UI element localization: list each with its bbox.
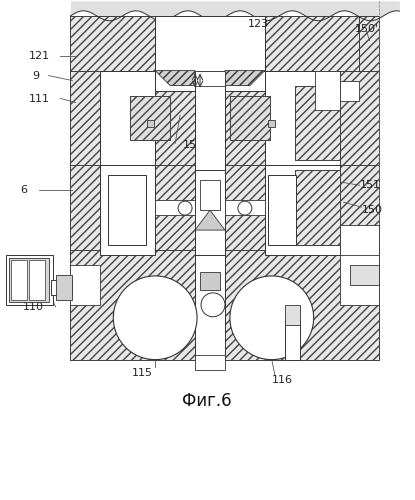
Text: 123: 123 bbox=[248, 19, 269, 29]
Bar bbox=[71, 166, 379, 255]
Bar bbox=[230, 96, 270, 140]
Bar bbox=[265, 16, 379, 70]
Bar bbox=[339, 80, 359, 100]
Bar bbox=[56, 275, 73, 300]
Bar bbox=[285, 320, 300, 360]
Bar bbox=[147, 120, 154, 128]
Bar bbox=[268, 176, 296, 245]
Bar bbox=[315, 70, 339, 110]
Bar bbox=[295, 170, 339, 245]
Bar bbox=[6, 255, 53, 305]
Circle shape bbox=[238, 201, 252, 215]
Bar bbox=[230, 96, 270, 140]
Bar bbox=[195, 166, 225, 255]
Bar bbox=[265, 70, 339, 170]
Text: 110: 110 bbox=[23, 302, 44, 312]
Polygon shape bbox=[155, 70, 195, 86]
Bar bbox=[195, 70, 225, 86]
Bar bbox=[108, 176, 146, 245]
Bar bbox=[100, 166, 155, 255]
Bar bbox=[339, 225, 379, 255]
Bar bbox=[155, 200, 195, 215]
Bar bbox=[200, 180, 220, 210]
Bar bbox=[155, 16, 265, 70]
Text: 111: 111 bbox=[29, 94, 50, 104]
Bar bbox=[9, 258, 49, 302]
Bar bbox=[71, 16, 155, 70]
Circle shape bbox=[230, 276, 314, 359]
Text: 121: 121 bbox=[29, 50, 50, 60]
Bar bbox=[71, 70, 379, 170]
Bar bbox=[29, 260, 44, 300]
Bar bbox=[155, 70, 265, 90]
Polygon shape bbox=[195, 210, 225, 230]
Bar bbox=[295, 170, 339, 245]
Bar bbox=[349, 265, 379, 285]
Bar bbox=[130, 96, 170, 140]
Bar bbox=[11, 260, 27, 300]
Text: 115: 115 bbox=[132, 368, 153, 378]
Bar bbox=[100, 70, 155, 170]
Bar bbox=[265, 16, 379, 70]
Bar bbox=[195, 70, 225, 170]
Text: 152: 152 bbox=[183, 140, 204, 150]
Bar bbox=[285, 305, 300, 324]
Text: Фиг.6: Фиг.6 bbox=[182, 392, 232, 410]
Bar bbox=[71, 250, 379, 360]
Bar bbox=[339, 250, 379, 305]
Text: 151: 151 bbox=[359, 180, 381, 190]
Text: 6: 6 bbox=[21, 185, 28, 195]
Text: 118: 118 bbox=[347, 247, 369, 257]
Bar bbox=[295, 86, 339, 160]
Text: 116: 116 bbox=[272, 374, 293, 384]
Bar bbox=[71, 16, 155, 70]
Bar bbox=[359, 16, 379, 100]
Circle shape bbox=[201, 293, 225, 317]
Bar bbox=[200, 272, 220, 290]
Bar bbox=[195, 354, 225, 370]
Circle shape bbox=[113, 276, 197, 359]
Bar bbox=[71, 250, 379, 360]
Bar bbox=[71, 70, 379, 170]
Bar bbox=[225, 200, 265, 215]
Bar bbox=[71, 265, 100, 305]
Bar bbox=[71, 166, 379, 255]
Bar bbox=[195, 250, 225, 360]
Polygon shape bbox=[225, 70, 265, 86]
Text: 150': 150' bbox=[354, 24, 378, 34]
Bar bbox=[265, 166, 339, 255]
Bar bbox=[295, 86, 339, 160]
Bar bbox=[359, 16, 379, 100]
Bar bbox=[130, 96, 170, 140]
Bar bbox=[268, 120, 275, 128]
Bar bbox=[51, 280, 73, 295]
Circle shape bbox=[178, 201, 192, 215]
Text: 9: 9 bbox=[33, 70, 40, 81]
Text: 150: 150 bbox=[361, 205, 383, 215]
